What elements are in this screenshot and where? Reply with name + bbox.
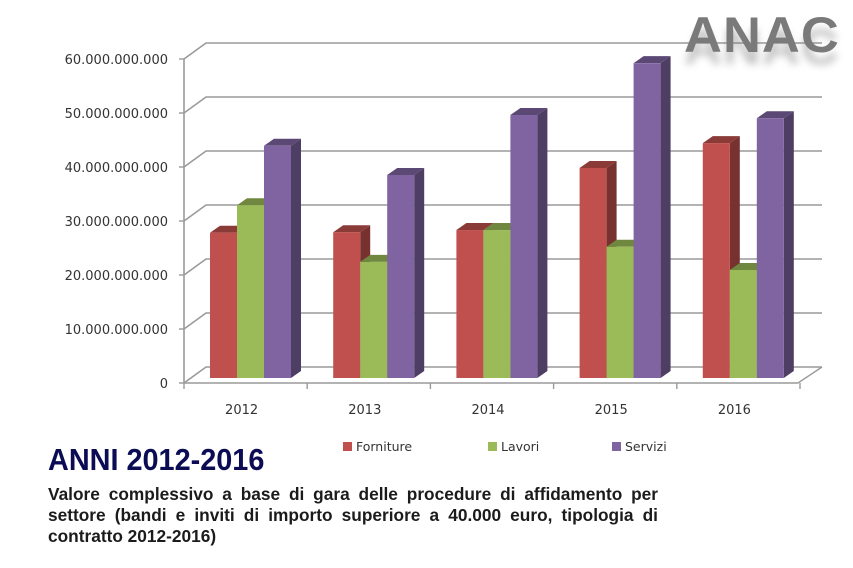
bar-servizi-2015 [633, 63, 661, 379]
bar-top [333, 225, 371, 233]
x-tick-label: 2013 [348, 403, 381, 418]
y-tick-label: 10.000.000.000 [65, 323, 168, 338]
bar-side [291, 138, 301, 378]
floor-edge [797, 366, 823, 384]
gridline [183, 42, 822, 60]
legend-label-lavori: Lavori [501, 439, 539, 454]
x-tick-label: 2012 [225, 403, 258, 418]
gridline [183, 96, 822, 114]
legend-label-forniture: Forniture [356, 439, 412, 454]
bar-lavori-2015 [606, 246, 634, 378]
x-tick-label: 2014 [471, 403, 504, 418]
bar-side [414, 167, 425, 378]
bar-side [660, 56, 671, 379]
bar-lavori-2013 [360, 261, 388, 378]
bar-top [510, 108, 548, 116]
bar-top [387, 167, 425, 175]
y-tick-label: 60.000.000.000 [65, 53, 168, 68]
chart-title: ANNI 2012-2016 [48, 442, 265, 477]
legend-swatch [488, 442, 497, 451]
bar-side [537, 108, 548, 379]
y-tick-label: 30.000.000.000 [65, 215, 168, 230]
gridlines: 0 10.000.000.000 20.000.000.000 30.000.000.… [65, 42, 823, 392]
bar-forniture-2013 [333, 232, 361, 378]
bar-forniture-2015 [579, 167, 607, 378]
bar-top [702, 136, 740, 144]
bar-lavori-2014 [483, 230, 511, 378]
legend-swatch [343, 442, 352, 451]
y-tick-label: 0 [160, 377, 168, 392]
y-tick-label: 20.000.000.000 [65, 269, 168, 284]
y-tick-label: 40.000.000.000 [65, 161, 168, 176]
bar-group-2012: 2012 [210, 138, 301, 418]
bar-lavori-2012 [237, 205, 264, 378]
x-tick-label: 2015 [595, 403, 628, 418]
bar-group-2016: 2016 [702, 111, 794, 418]
bar-group-2015: 2015 [579, 56, 671, 418]
bars: 2012 2013 2014 2015 2016 [210, 56, 794, 418]
bar-servizi-2013 [387, 174, 415, 378]
bar-lavori-2016 [729, 270, 757, 378]
bar-group-2013: 2013 [333, 167, 425, 418]
bar-top [633, 56, 671, 64]
chart-subtitle: Valore complessivo a base di gara delle … [48, 484, 658, 546]
bar-forniture-2014 [456, 230, 484, 378]
legend-label-servizi: Servizi [625, 439, 667, 454]
bar-servizi-2014 [510, 115, 538, 379]
legend: Forniture Lavori Servizi [343, 439, 667, 454]
bar-forniture-2016 [702, 143, 730, 378]
y-tick-label: 50.000.000.000 [65, 107, 168, 122]
anac-logo: ANAC [684, 7, 840, 63]
bar-top [264, 138, 301, 146]
legend-swatch [612, 442, 621, 451]
gridline [183, 204, 822, 222]
bar-top [579, 160, 617, 168]
x-tick-label: 2016 [718, 403, 751, 418]
bar-side [783, 111, 794, 378]
gridline [183, 150, 822, 168]
bar-servizi-2012 [264, 145, 291, 378]
bar-top [756, 111, 794, 119]
bar-servizi-2016 [756, 118, 784, 378]
bar-top [456, 223, 494, 231]
bar-forniture-2012 [210, 232, 237, 378]
bar-group-2014: 2014 [456, 108, 548, 418]
